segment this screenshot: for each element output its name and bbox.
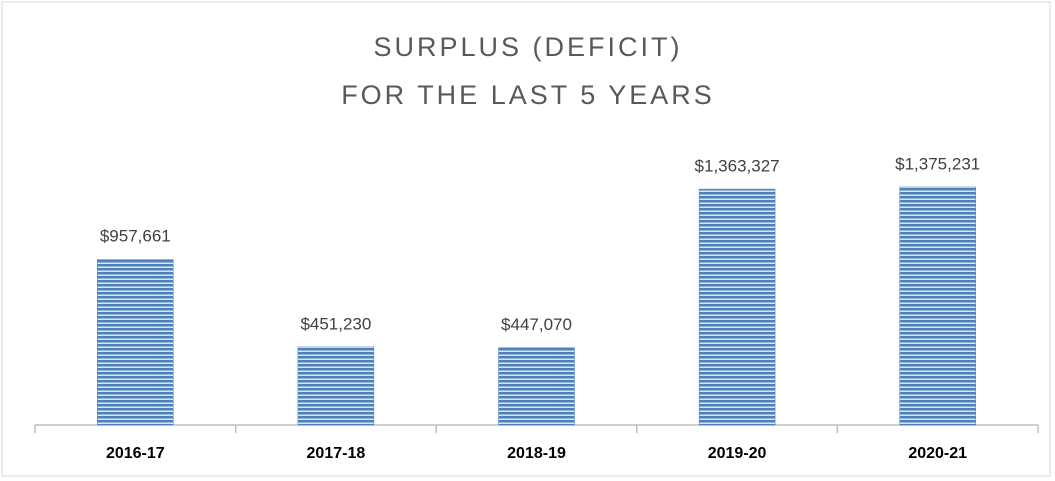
data-label: $1,363,327 bbox=[695, 157, 780, 176]
data-label: $957,661 bbox=[100, 227, 171, 246]
bar bbox=[899, 186, 976, 426]
bar bbox=[97, 259, 174, 426]
bar bbox=[297, 346, 375, 426]
data-label: $451,230 bbox=[300, 314, 371, 333]
x-tick-label: 2017-18 bbox=[307, 445, 366, 462]
x-tick-label: 2016-17 bbox=[106, 445, 165, 462]
x-tick-label: 2018-19 bbox=[507, 445, 566, 462]
x-tick-label: 2020-21 bbox=[908, 445, 967, 462]
bar bbox=[498, 347, 575, 426]
data-label: $447,070 bbox=[501, 315, 572, 334]
chart-title: SURPLUS (DEFICIT) bbox=[373, 32, 682, 62]
bar bbox=[698, 188, 776, 426]
data-label: $1,375,231 bbox=[895, 154, 980, 173]
chart-title: FOR THE LAST 5 YEARS bbox=[341, 80, 715, 110]
x-tick-label: 2019-20 bbox=[708, 445, 767, 462]
